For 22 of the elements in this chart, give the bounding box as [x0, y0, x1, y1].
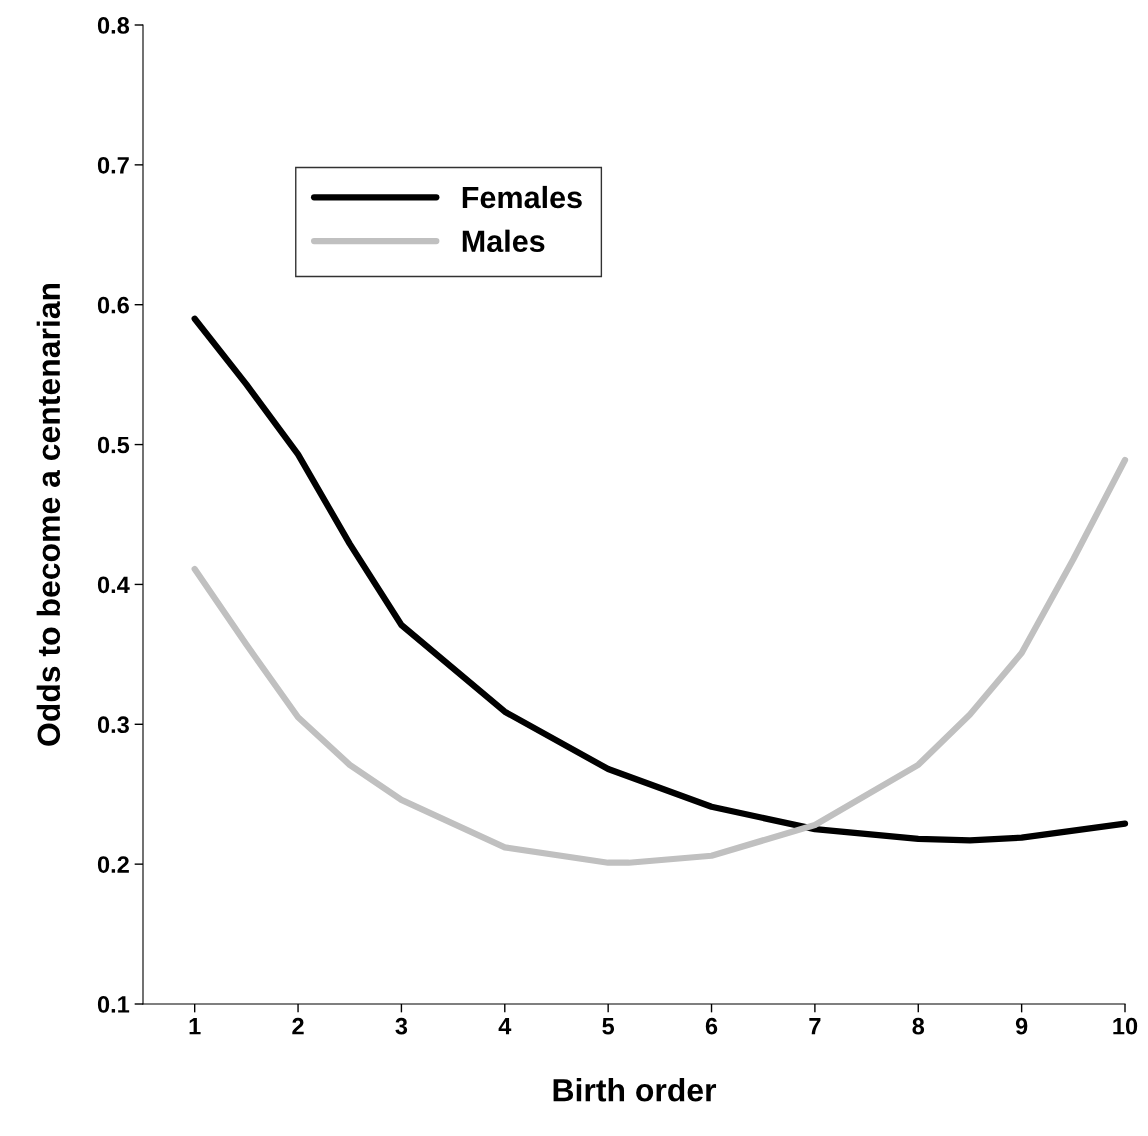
x-tick-label: 6	[705, 1017, 718, 1035]
x-tick-label: 5	[602, 1018, 615, 1035]
y-tick-label: 0.1	[97, 996, 130, 1013]
x-tick-label: 8	[912, 1017, 925, 1035]
x-axis-title: Birth order	[553, 1078, 717, 1102]
x-tick-label: 7	[809, 1018, 821, 1035]
y-tick-label: 0.4	[97, 576, 130, 594]
legend-label: Females	[462, 185, 582, 209]
x-tick-label: 1	[189, 1018, 201, 1035]
y-axis-title: Odds to become a centenarian	[36, 283, 61, 746]
x-tick-label: 2	[292, 1017, 304, 1035]
y-tick-label: 0.5	[97, 436, 130, 454]
x-tick-label: 4	[498, 1018, 512, 1035]
x-tick-label: 9	[1015, 1017, 1028, 1035]
y-tick-label: 0.7	[97, 156, 129, 174]
x-tick-label: 3	[395, 1017, 408, 1035]
x-tick-label: 10	[1113, 1017, 1138, 1035]
y-tick-label: 0.2	[97, 856, 129, 873]
y-tick-label: 0.3	[97, 716, 129, 734]
y-tick-label: 0.8	[97, 17, 130, 34]
legend-label: Males	[462, 229, 545, 253]
y-tick-label: 0.6	[97, 296, 129, 314]
